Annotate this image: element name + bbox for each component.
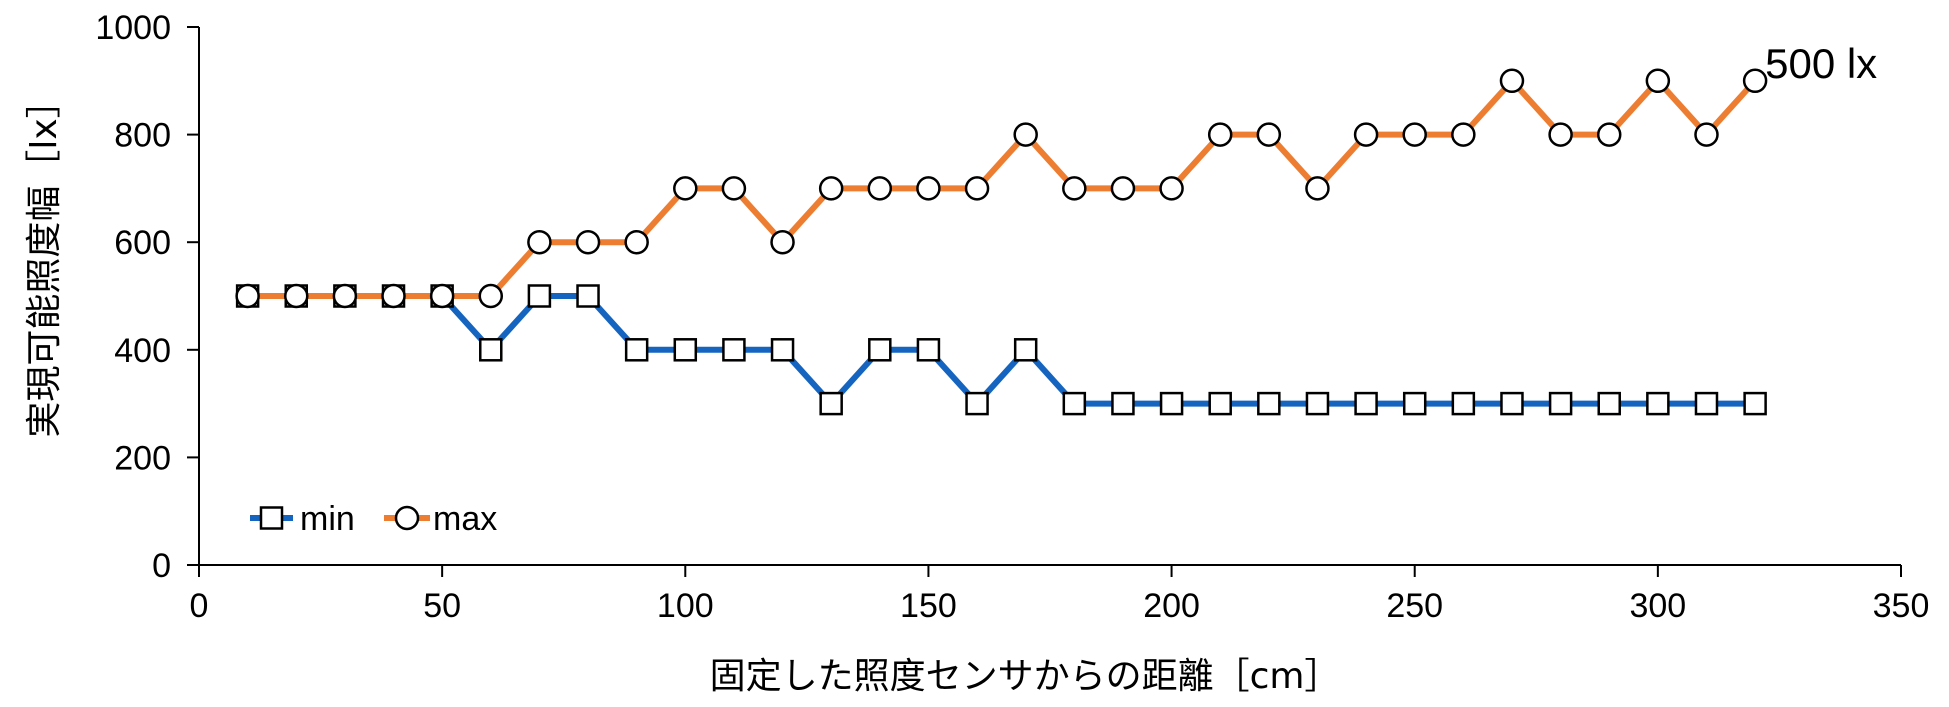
legend-label-min: min [300,500,355,538]
data-point-min [1111,391,1135,416]
data-point-min [1354,391,1378,416]
data-point-max [1548,122,1573,147]
y-tick-label: 600 [114,224,171,262]
data-point-min [1305,391,1330,416]
data-point-max [1207,122,1233,147]
data-point-max [1694,122,1719,147]
series-layer [235,68,1768,416]
data-point-min [624,338,649,362]
data-point-max [673,176,698,201]
x-tick-label: 350 [1873,587,1930,625]
data-point-min [1548,391,1573,416]
series-line-max [247,77,1758,299]
data-point-min [1646,391,1670,416]
x-tick-label: 50 [423,587,461,625]
data-point-max [1110,176,1136,201]
legend-item-max: max [384,500,497,538]
data-point-min [1743,391,1767,416]
data-point-max [284,283,309,309]
data-point-max [818,176,844,201]
data-point-max [1013,122,1038,147]
y-tick-label: 400 [114,332,171,370]
data-point-max [381,283,406,309]
data-point-min [1257,391,1281,416]
data-point-min [770,338,795,362]
data-point-min [1013,338,1038,362]
legend-marker-min [259,506,284,530]
data-point-max [575,229,601,255]
y-tick-label: 1000 [95,9,171,47]
data-point-max [1742,68,1768,94]
data-point-min [1451,391,1476,416]
x-tick-label: 300 [1629,587,1686,625]
data-point-max [1159,176,1184,201]
legend-item-min: min [250,500,355,538]
data-point-min [1500,391,1524,416]
x-tick-label: 100 [657,587,714,625]
y-tick-label: 0 [152,547,171,585]
data-point-min [479,338,503,362]
x-axis-title: 固定した照度センサからの距離［cm］ [710,656,1341,697]
x-tick-label: 250 [1386,587,1443,625]
data-point-max [527,229,552,255]
data-point-max [1256,122,1282,147]
series-max [235,68,1768,309]
data-point-min [868,338,892,362]
data-point-max [235,283,260,309]
annotation-layer: 500 lx [1765,40,1877,87]
data-point-min [1208,391,1232,416]
data-point-min [965,391,989,416]
legend-marker-max [394,505,420,531]
data-point-max [478,283,504,309]
x-tick-label: 150 [900,587,957,625]
data-point-max [429,283,455,309]
data-point-max [721,176,747,201]
data-point-min [673,338,698,362]
data-point-max [964,176,990,201]
y-axis-title: 実現可能照度幅［lx］ [24,82,65,437]
annotation-label: 500 lx [1765,40,1877,87]
data-point-min [527,284,552,308]
data-point-min [819,391,843,416]
data-point-max [1499,68,1525,94]
data-point-min [576,284,600,308]
data-point-min [1402,391,1427,416]
data-point-min [916,338,941,362]
data-point-max [332,283,358,309]
series-min [235,284,1767,416]
data-point-max [1645,68,1671,94]
legend-label-max: max [433,500,497,538]
data-point-max [916,176,941,201]
data-point-max [867,176,893,201]
axes: 0 200 400 600 800 1000 0 50 100 150 200 250 300 350 [95,9,1929,625]
data-point-max [1596,122,1622,147]
data-point-max [1062,176,1087,201]
data-point-min [1694,391,1719,416]
data-point-max [770,229,795,255]
data-point-max [1402,122,1427,147]
x-tick-label: 0 [190,587,209,625]
data-point-min [1062,391,1087,416]
data-point-min [722,338,746,362]
data-point-max [624,229,649,255]
data-point-max [1353,122,1379,147]
data-point-max [1451,122,1476,147]
y-tick-label: 800 [114,117,171,155]
data-point-min [1159,391,1184,416]
x-tick-label: 200 [1143,587,1200,625]
series-line-min [247,293,1756,407]
legend: min max [250,500,497,538]
data-point-min [1597,391,1621,416]
y-tick-label: 200 [114,439,171,477]
data-point-max [1305,176,1330,201]
